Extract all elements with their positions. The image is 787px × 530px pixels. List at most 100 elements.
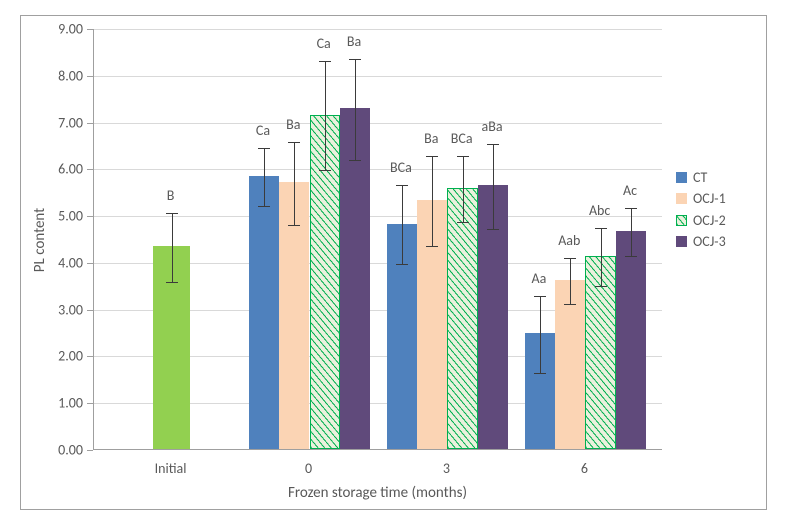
significance-label: Ca: [256, 124, 270, 138]
significance-label: Ba: [347, 35, 361, 49]
error-bar: [294, 142, 295, 224]
bar: [555, 280, 585, 449]
gridline: [94, 29, 662, 30]
error-bar: [264, 148, 265, 206]
y-tick: [87, 76, 93, 77]
error-cap: [534, 373, 546, 374]
y-tick-label: 4.00: [49, 254, 83, 271]
chart-container: CT OCJ-1 OCJ-2 OCJ-3 PL content Frozen stor…: [0, 0, 787, 530]
error-cap: [166, 213, 178, 214]
legend-swatch: [676, 215, 687, 226]
y-tick: [87, 263, 93, 264]
error-bar: [432, 156, 433, 246]
y-tick-label: 2.00: [49, 348, 83, 365]
legend-label: CT: [693, 170, 707, 185]
error-cap: [349, 160, 361, 161]
error-cap: [625, 208, 637, 209]
error-bar: [355, 59, 356, 160]
legend-item: OCJ-2: [676, 213, 726, 228]
legend-label: OCJ-1: [693, 191, 726, 206]
gridline: [94, 76, 662, 77]
y-tick: [87, 169, 93, 170]
x-tick-label: 0: [305, 460, 312, 477]
error-cap: [534, 296, 546, 297]
error-bar: [493, 144, 494, 229]
y-tick: [87, 216, 93, 217]
significance-label: Abc: [589, 204, 610, 218]
y-tick-label: 7.00: [49, 114, 83, 131]
legend-item: OCJ-3: [676, 234, 726, 249]
significance-label: BCa: [451, 132, 473, 146]
error-cap: [319, 61, 331, 62]
bar: [249, 176, 279, 449]
y-tick-label: 1.00: [49, 395, 83, 412]
y-tick-label: 0.00: [49, 442, 83, 459]
legend-item: CT: [676, 170, 726, 185]
y-tick-label: 5.00: [49, 208, 83, 225]
significance-label: Ba: [424, 132, 438, 146]
y-tick-label: 8.00: [49, 67, 83, 84]
significance-label: Ba: [286, 118, 300, 132]
error-bar: [172, 213, 173, 281]
error-cap: [487, 229, 499, 230]
error-cap: [396, 185, 408, 186]
error-cap: [457, 222, 469, 223]
significance-label: B: [167, 189, 175, 203]
legend-item: OCJ-1: [676, 191, 726, 206]
y-tick-label: 6.00: [49, 161, 83, 178]
significance-label: Aab: [558, 234, 580, 248]
x-axis-title: Frozen storage time (months): [288, 484, 467, 502]
y-axis-title: PL content: [31, 207, 49, 271]
significance-label: Aa: [532, 272, 547, 286]
gridline: [94, 123, 662, 124]
error-cap: [396, 264, 408, 265]
legend-swatch: [676, 172, 687, 183]
legend: CT OCJ-1 OCJ-2 OCJ-3: [676, 164, 726, 256]
error-cap: [288, 225, 300, 226]
error-cap: [457, 156, 469, 157]
x-tick-label: Initial: [155, 460, 187, 477]
error-cap: [487, 144, 499, 145]
significance-label: Ac: [623, 184, 637, 198]
y-tick-label: 3.00: [49, 301, 83, 318]
x-tick-label: 3: [443, 460, 450, 477]
significance-label: aBa: [482, 120, 503, 134]
y-tick: [87, 29, 93, 30]
error-cap: [349, 59, 361, 60]
error-cap: [595, 228, 607, 229]
y-tick: [87, 123, 93, 124]
error-bar: [601, 228, 602, 286]
bar: [616, 231, 646, 449]
gridline: [94, 216, 662, 217]
bar: [447, 188, 477, 449]
error-bar: [540, 296, 541, 374]
error-bar: [570, 258, 571, 304]
legend-swatch: [676, 193, 687, 204]
error-cap: [426, 156, 438, 157]
error-bar: [463, 156, 464, 221]
error-cap: [166, 282, 178, 283]
error-bar: [402, 185, 403, 264]
legend-swatch: [676, 236, 687, 247]
legend-label: OCJ-3: [693, 234, 726, 249]
error-bar: [631, 208, 632, 257]
error-cap: [319, 170, 331, 171]
error-cap: [564, 258, 576, 259]
legend-label: OCJ-2: [693, 213, 726, 228]
error-cap: [595, 286, 607, 287]
y-tick: [87, 403, 93, 404]
error-cap: [258, 148, 270, 149]
y-tick: [87, 310, 93, 311]
error-cap: [258, 206, 270, 207]
y-tick-label: 9.00: [49, 21, 83, 38]
error-cap: [288, 142, 300, 143]
gridline: [94, 169, 662, 170]
significance-label: BCa: [390, 161, 412, 175]
y-tick: [87, 356, 93, 357]
error-cap: [426, 246, 438, 247]
y-tick: [87, 450, 93, 451]
error-cap: [564, 304, 576, 305]
x-tick-label: 6: [581, 460, 588, 477]
error-cap: [625, 256, 637, 257]
error-bar: [325, 61, 326, 170]
